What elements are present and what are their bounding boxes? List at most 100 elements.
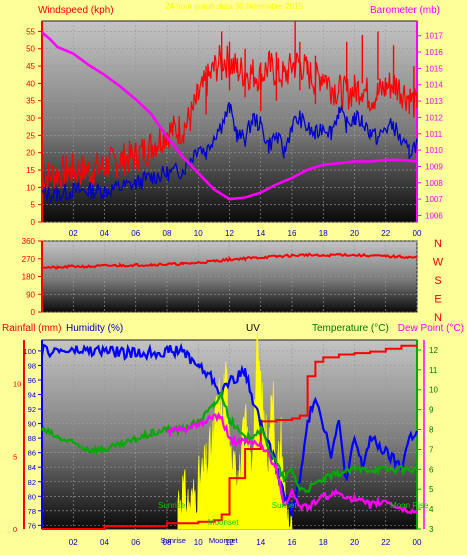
p3-x-tick-label: 02 — [69, 538, 78, 547]
p3-x-tick-label: 12 — [225, 538, 234, 547]
p1-right-tick-label: 1012 — [425, 113, 443, 122]
p1-x-tick-label: 14 — [256, 229, 265, 238]
p2-compass-letter: S — [434, 275, 441, 287]
p1-right-tick-label: 1013 — [425, 97, 443, 106]
p1-right-tick-label: 1006 — [425, 211, 443, 220]
series-humidity-line — [40, 342, 419, 517]
p1-right-tick-label: 1017 — [425, 32, 443, 41]
p3-humidity-tick-label: 78 — [28, 507, 36, 516]
p3-temp-tick-label: 7 — [429, 445, 434, 454]
p1-x-tick-label: 12 — [225, 229, 234, 238]
p3-event-label: Moonset — [208, 518, 239, 527]
series-dew-point-line — [166, 411, 418, 515]
p3-uv-label: UV — [246, 323, 260, 334]
p3-rain-tick-label: 5 — [13, 452, 17, 461]
p1-left-tick-label: 10 — [26, 183, 35, 192]
p1-left-tick-label: 25 — [26, 131, 35, 140]
series-windspeed-line — [41, 44, 418, 191]
p1-right-tick-label: 1016 — [425, 48, 443, 57]
p3-humidity-tick-label: 100 — [23, 347, 36, 356]
p3-temp-tick-label: 3 — [429, 525, 434, 534]
p3-humidity-tick-label: 86 — [28, 449, 36, 458]
p1-left-tick-label: 20 — [26, 149, 35, 158]
p3-x-tick-label: 04 — [100, 538, 109, 547]
p1-left-tick-label: 30 — [26, 114, 35, 123]
chart-marks — [40, 21, 419, 530]
p1-left-tick-label: 0 — [31, 218, 36, 227]
p3-temp-tick-label: 10 — [429, 386, 438, 395]
p3-event-label-bottom: Moonset — [209, 536, 239, 545]
p1-right-tick-label: 1009 — [425, 162, 443, 171]
p3-temp-tick-label: 4 — [429, 505, 434, 514]
p3-temp-tick-label: 6 — [429, 465, 434, 474]
p3-x-tick-label: 14 — [256, 538, 265, 547]
p3-x-tick-label: 06 — [131, 538, 140, 547]
p1-left-tick-label: 15 — [26, 166, 35, 175]
p3-x-tick-label: 10 — [194, 538, 203, 547]
p1-right-tick-label: 1015 — [425, 64, 443, 73]
p3-humidity-tick-label: 92 — [28, 405, 36, 414]
p1-x-tick-label: 08 — [163, 229, 172, 238]
p3-x-tick-label: 20 — [350, 538, 359, 547]
p2-left-tick-label: 270 — [22, 255, 36, 264]
p3-temp-tick-label: 11 — [429, 366, 438, 375]
p3-humidity-tick-label: 90 — [28, 420, 36, 429]
p3-temp-tick-label: 5 — [429, 485, 434, 494]
p1-x-tick-label: 10 — [194, 229, 203, 238]
p2-left-tick-label: 90 — [26, 290, 35, 299]
p1-x-tick-label: 02 — [69, 229, 78, 238]
p3-humidity-tick-label: 80 — [28, 492, 36, 501]
p3-humidity-tick-label: 84 — [28, 463, 36, 472]
p3-x-tick-label: 16 — [288, 538, 297, 547]
p1-right-tick-label: 1014 — [425, 81, 443, 90]
p3-event-label-bottom: Sunrise — [161, 536, 186, 545]
p3-temperature-label: Temperature (°C) — [312, 323, 389, 334]
p1-left-label: Windspeed (kph) — [38, 5, 114, 16]
p1-left-tick-label: 35 — [26, 97, 35, 106]
p3-rain-tick-label: 10 — [13, 380, 21, 389]
p3-humidity-tick-label: 94 — [28, 391, 36, 400]
p3-humidity-tick-label: 96 — [28, 376, 36, 385]
series-uv-area — [177, 330, 293, 530]
p2-compass-letter: W — [433, 257, 444, 269]
p1-left-tick-label: 45 — [26, 62, 35, 71]
p1-x-tick-label: 20 — [350, 229, 359, 238]
p1-right-label: Barometer (mb) — [370, 5, 440, 16]
p3-humidity-tick-label: 76 — [28, 521, 36, 530]
p3-temp-tick-label: 8 — [429, 426, 434, 435]
p3-humidity-label: Humidity (%) — [66, 323, 123, 334]
p3-humidity-tick-label: 88 — [28, 434, 36, 443]
series-temperature-line — [41, 389, 418, 494]
p2-left-tick-label: 0 — [31, 308, 36, 317]
p2-compass-letter: N — [434, 238, 442, 250]
p3-x-tick-label: 18 — [319, 538, 328, 547]
p1-x-tick-label: 22 — [381, 229, 390, 238]
p3-rainfall-label: Rainfall (mm) — [2, 323, 61, 334]
p3-humidity-tick-label: 82 — [28, 478, 36, 487]
p1-x-tick-label: 06 — [131, 229, 140, 238]
p3-rain-tick-label: 0 — [13, 525, 17, 534]
p1-x-tick-label: 00 — [413, 229, 422, 238]
series-wind-direction-line — [41, 252, 418, 270]
p1-left-tick-label: 50 — [26, 45, 35, 54]
p1-left-tick-label: 55 — [26, 27, 35, 36]
p3-temp-tick-label: 9 — [429, 406, 434, 415]
series-barometer-line — [41, 31, 418, 201]
p1-right-tick-label: 1010 — [425, 146, 443, 155]
p3-dewpoint-label: Dew Point (°C) — [398, 323, 464, 334]
p3-x-tick-label: 00 — [413, 538, 422, 547]
p2-left-tick-label: 360 — [22, 237, 36, 246]
chart-labels: 0510152025303540455055100610071008100910… — [2, 2, 464, 547]
p1-x-tick-label: 16 — [288, 229, 297, 238]
p3-event-label: Sunset — [272, 501, 298, 510]
p1-title: 24 hour graph data 30 November 2015 — [165, 2, 303, 11]
p1-right-tick-label: 1008 — [425, 179, 443, 188]
p2-compass-letter: E — [434, 294, 441, 306]
p3-event-label: Sunrise — [158, 501, 186, 510]
p2-compass-letter: N — [434, 312, 442, 324]
p3-x-tick-label: 22 — [381, 538, 390, 547]
p1-left-tick-label: 5 — [31, 201, 36, 210]
p3-temp-tick-label: 12 — [429, 346, 438, 355]
